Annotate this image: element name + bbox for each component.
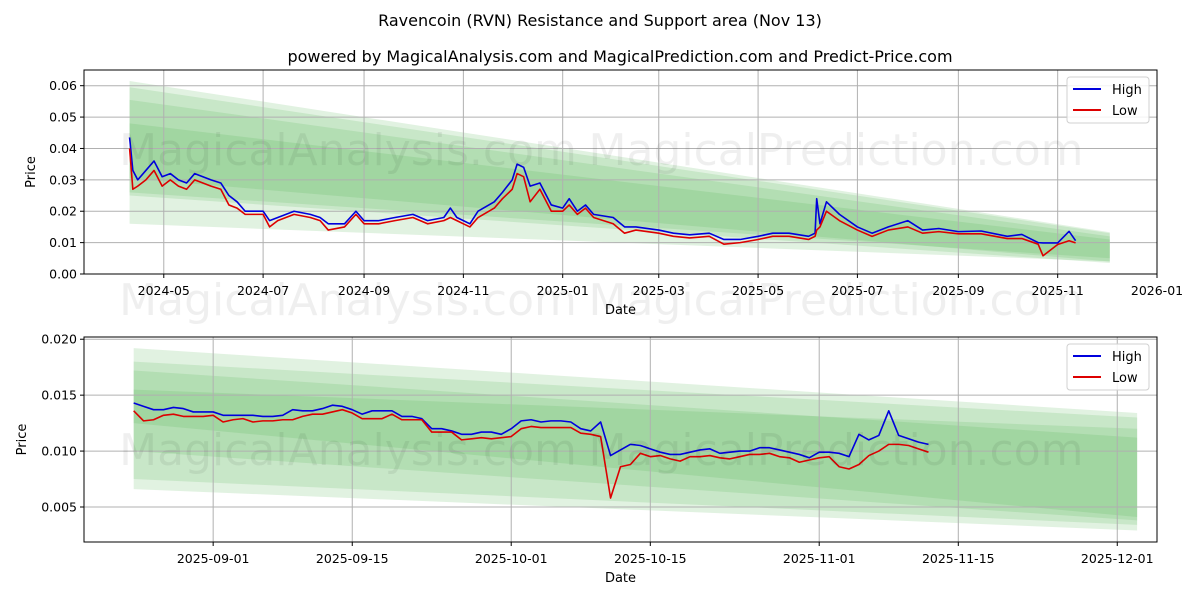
legend-label-high: High (1112, 83, 1142, 98)
watermark-text: MagicalPrediction.com (589, 275, 1084, 326)
bottom-chart: 2025-09-01 2025-09-15 2025-10-01 2025-10-15… (15, 332, 1158, 586)
y-tick-label: 0.015 (41, 388, 77, 403)
x-tick-label: 2025-10-01 (475, 551, 548, 566)
series-line-high (128, 137, 1077, 244)
legend-label-low: Low (1112, 104, 1138, 119)
legend: High Low (1066, 76, 1150, 124)
y-tick-label: 0.04 (49, 141, 77, 156)
x-tick-label: 2026-01 (1131, 283, 1183, 298)
support-resistance-band (133, 370, 1138, 518)
y-tick-label: 0.00 (49, 267, 77, 282)
x-tick-label: 2025-11-01 (783, 551, 856, 566)
watermark-text: MagicalPrediction.com (589, 425, 1084, 476)
x-tick-label: 2024-07 (237, 283, 289, 298)
y-tick-label: 0.01 (49, 235, 77, 250)
x-tick-label: 2025-03 (633, 283, 685, 298)
x-tick-label: 2025-09-15 (316, 551, 389, 566)
x-axis-label: Date (605, 303, 636, 318)
watermark-text: MagicalAnalysis.com (119, 125, 577, 176)
support-resistance-band (129, 99, 1110, 262)
watermark-text: MagicalAnalysis.com (119, 275, 577, 326)
support-resistance-band (129, 123, 1110, 259)
series-line-high (133, 402, 929, 459)
support-resistance-band (133, 389, 1138, 521)
x-tick-label: 2025-11 (1032, 283, 1084, 298)
y-tick-label: 0.03 (49, 172, 77, 187)
y-tick-label: 0.010 (41, 444, 77, 459)
support-resistance-band (133, 348, 1138, 531)
x-tick-label: 2025-05 (732, 283, 784, 298)
x-tick-label: 2025-01 (537, 283, 589, 298)
series-line-low (133, 408, 929, 499)
support-resistance-band (129, 87, 1110, 264)
x-tick-label: 2025-10-15 (614, 551, 687, 566)
x-tick-label: 2025-09-01 (177, 551, 250, 566)
y-tick-label: 0.06 (49, 78, 77, 93)
watermark-text: MagicalPrediction.com (589, 125, 1084, 176)
support-resistance-band (129, 80, 1110, 262)
x-tick-label: 2025-07 (831, 283, 883, 298)
y-tick-label: 0.02 (49, 204, 77, 219)
y-tick-label: 0.020 (41, 332, 77, 347)
x-tick-label: 2024-05 (138, 283, 190, 298)
x-axis-label: Date (605, 571, 636, 586)
x-tick-label: 2024-09 (338, 283, 390, 298)
legend: High Low (1066, 343, 1150, 391)
chart-title: Ravencoin (RVN) Resistance and Support a… (378, 11, 822, 30)
support-resistance-band (133, 361, 1138, 525)
legend-label-high: High (1112, 350, 1142, 365)
watermark-text: MagicalAnalysis.com (119, 425, 577, 476)
y-tick-label: 0.005 (41, 499, 77, 514)
x-tick-label: 2024-11 (437, 283, 489, 298)
y-tick-label: 0.05 (49, 110, 77, 125)
plot-area (84, 70, 1157, 274)
chart-subtitle: powered by MagicalAnalysis.com and Magic… (287, 47, 952, 66)
plot-area (84, 337, 1157, 542)
y-axis-label: Price (24, 156, 39, 188)
series-line-low (128, 148, 1076, 257)
x-tick-label: 2025-11-15 (922, 551, 995, 566)
x-tick-label: 2025-12-01 (1081, 551, 1154, 566)
y-axis-label: Price (15, 424, 30, 456)
top-chart: 2024-05 2024-07 2024-09 2024-11 2025-01 2025-… (24, 69, 1183, 318)
legend-label-low: Low (1112, 371, 1138, 386)
axes-frame (83, 69, 1158, 275)
axes-frame (83, 336, 1158, 543)
x-tick-label: 2025-09 (932, 283, 984, 298)
